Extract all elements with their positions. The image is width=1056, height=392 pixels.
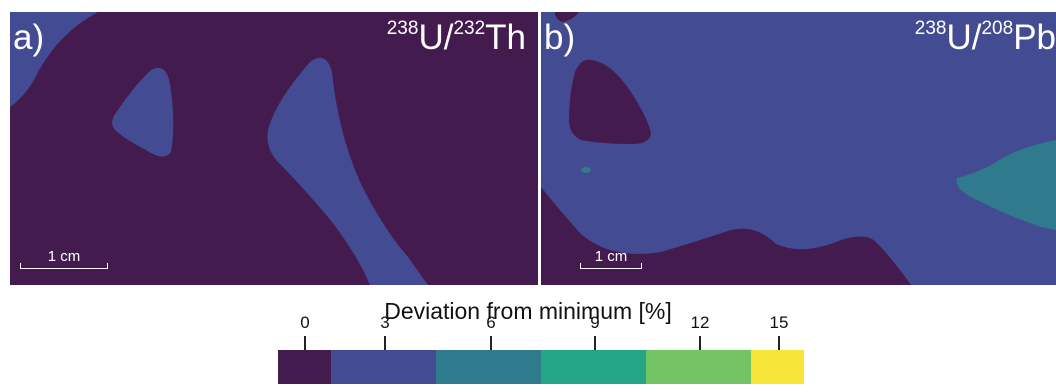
contour-region-level0 xyxy=(569,59,651,144)
contour-map-u238-th232: a) 238U/232Th 1 cm xyxy=(10,12,538,285)
contour-map-u238-pb208: b) 238U/208Pb 1 cm xyxy=(541,12,1056,285)
scale-bar-label-b: 1 cm xyxy=(594,248,628,265)
colorbar-swatch-level0 xyxy=(278,350,331,384)
isotope-ratio-label-a: 238U/232Th xyxy=(386,18,526,57)
scale-bar-label-a: 1 cm xyxy=(47,248,81,265)
scale-bar-line-a xyxy=(20,263,108,269)
colorbar-tick xyxy=(304,336,306,350)
colorbar-tick-label: 12 xyxy=(690,313,710,332)
scale-bar-b: 1 cm xyxy=(580,248,642,269)
contour-region-level3 xyxy=(267,57,428,285)
contour-region-level0 xyxy=(555,12,579,22)
colorbar xyxy=(278,350,804,384)
colorbar-tick-label: 6 xyxy=(486,313,496,332)
colorbar-tick xyxy=(594,336,596,350)
contour-region-level3 xyxy=(112,67,174,157)
colorbar-tick xyxy=(778,336,780,350)
colorbar-tick xyxy=(490,336,492,350)
contour-region-level3 xyxy=(541,12,1056,285)
scale-bar-line-b xyxy=(580,263,642,269)
scale-bar-a: 1 cm xyxy=(20,248,108,269)
contour-region-level0 xyxy=(541,187,911,285)
contour-map-b-graphic xyxy=(541,12,1056,285)
panel-label-a: a) xyxy=(13,18,45,57)
colorbar-swatch-level9 xyxy=(541,350,646,384)
colorbar-tick xyxy=(384,336,386,350)
colorbar-swatch-level3 xyxy=(331,350,436,384)
colorbar-tick-label: 0 xyxy=(300,313,310,332)
colorbar-swatch-level12 xyxy=(646,350,751,384)
colorbar-swatch-level15 xyxy=(751,350,804,384)
contour-region-level3 xyxy=(10,12,98,107)
colorbar-title: Deviation from minimum [%] xyxy=(384,298,672,324)
contour-map-a-graphic xyxy=(10,12,538,285)
isotope-ratio-label-b: 238U/208Pb xyxy=(914,18,1056,57)
colorbar-tick xyxy=(699,336,701,350)
colorbar-tick-label: 3 xyxy=(380,313,390,332)
colorbar-tick-label: 9 xyxy=(590,313,600,332)
colorbar-swatch-level6 xyxy=(436,350,541,384)
colorbar-tick-label: 15 xyxy=(769,313,789,332)
contour-region-level6 xyxy=(581,167,591,173)
panel-label-b: b) xyxy=(544,18,576,57)
contour-region-level6 xyxy=(956,140,1056,230)
